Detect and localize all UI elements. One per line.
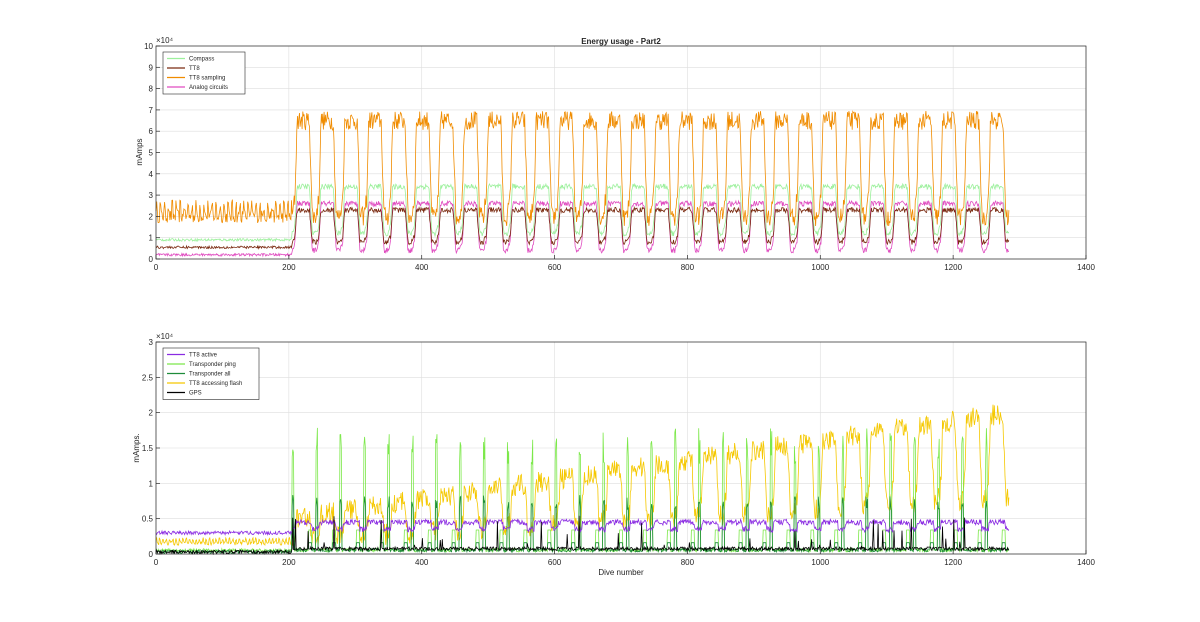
y-tick-label: 4 xyxy=(149,170,154,179)
legend-entry: Compass xyxy=(189,57,214,63)
energy-usage-bottom-chart: 0 200 400 600 800 1000 1200 1400 0 0.5 1 1.5 2 2.5 3 D… xyxy=(132,332,1095,577)
x-tick-label: 0 xyxy=(154,558,159,567)
y-tick-label: 0 xyxy=(149,550,154,559)
legend-top: Compass TT8 TT8 sampling Analog circuits xyxy=(162,51,246,95)
y-tick-label: 8 xyxy=(149,85,154,94)
x-tick-label: 1200 xyxy=(944,263,962,272)
y-tick-label: 1.5 xyxy=(142,444,154,453)
y-tick-label: 7 xyxy=(149,106,154,115)
x-tick-label: 400 xyxy=(415,263,429,272)
chart-title: Energy usage - Part2 xyxy=(581,37,661,46)
x-tick-label: 1400 xyxy=(1077,558,1095,567)
y-tick-label: 0 xyxy=(149,255,154,264)
series-line-compass xyxy=(155,182,1010,243)
y-tick-label: 10 xyxy=(144,42,153,51)
x-tick-label: 1000 xyxy=(811,558,829,567)
x-axis-label-bottom: Dive number xyxy=(598,568,644,577)
x-tick-label: 0 xyxy=(154,263,159,272)
ticks-bottom: 0 200 400 600 800 1000 1200 1400 0 0.5 1 1.5 2 2.5 3 xyxy=(142,338,1096,567)
legend-entry: TT8 sampling xyxy=(189,76,225,82)
x-tick-label: 1400 xyxy=(1077,263,1095,272)
legend-entry: TT8 xyxy=(189,66,200,72)
y-tick-label: 0.5 xyxy=(142,515,154,524)
legend-entry: Transponder ping xyxy=(189,362,236,368)
series-line-tt8-active xyxy=(155,517,1010,536)
legend-bottom: TT8 active Transponder ping Transponder al… xyxy=(162,347,260,400)
series-line-tt8-accessing-flash xyxy=(155,404,1010,547)
y-tick-label: 1 xyxy=(149,234,154,243)
x-tick-label: 1000 xyxy=(811,263,829,272)
series-line-tt8 xyxy=(155,206,1010,250)
x-tick-label: 200 xyxy=(282,558,296,567)
legend-entry: GPS xyxy=(189,391,202,397)
legend-entry: TT8 active xyxy=(189,353,218,359)
ticks-top: 0 200 400 600 800 1000 1200 1400 0 1 2 3 4 5 6 7 8 9 10 xyxy=(144,42,1095,272)
series-line-tt8-sampling xyxy=(155,110,1010,227)
legend-entry: TT8 accessing flash xyxy=(189,381,242,387)
y-tick-label: 1 xyxy=(149,479,154,488)
y-tick-label: 6 xyxy=(149,127,154,136)
x-tick-label: 400 xyxy=(415,558,429,567)
series-top xyxy=(155,110,1010,258)
x-tick-label: 600 xyxy=(548,263,562,272)
series-bottom xyxy=(155,404,1010,556)
x-tick-label: 600 xyxy=(548,558,562,567)
y-tick-label: 2 xyxy=(149,212,154,221)
x-tick-label: 200 xyxy=(282,263,296,272)
legend-entry: Analog circuits xyxy=(189,85,228,91)
y-tick-label: 5 xyxy=(149,149,154,158)
y-exponent-bottom: ×10⁴ xyxy=(156,332,174,341)
y-tick-label: 3 xyxy=(149,338,154,347)
legend-entry: Transponder all xyxy=(189,372,230,378)
x-tick-label: 800 xyxy=(681,558,695,567)
series-line-gps xyxy=(155,515,1010,556)
y-tick-label: 3 xyxy=(149,191,154,200)
x-tick-label: 800 xyxy=(681,263,695,272)
y-tick-label: 2.5 xyxy=(142,373,154,382)
y-exponent-top: ×10⁴ xyxy=(156,36,174,45)
y-axis-label-bottom: mAmps. xyxy=(132,433,141,462)
series-line-transponder-all xyxy=(155,495,1009,556)
energy-usage-top-chart: 0 200 400 600 800 1000 1200 1400 0 1 2 3 4 5 6 7 8 9 10 En… xyxy=(135,36,1095,272)
y-tick-label: 2 xyxy=(149,409,154,418)
y-axis-label-top: mAmps xyxy=(135,138,144,165)
y-tick-label: 9 xyxy=(149,63,154,72)
x-tick-label: 1200 xyxy=(944,558,962,567)
